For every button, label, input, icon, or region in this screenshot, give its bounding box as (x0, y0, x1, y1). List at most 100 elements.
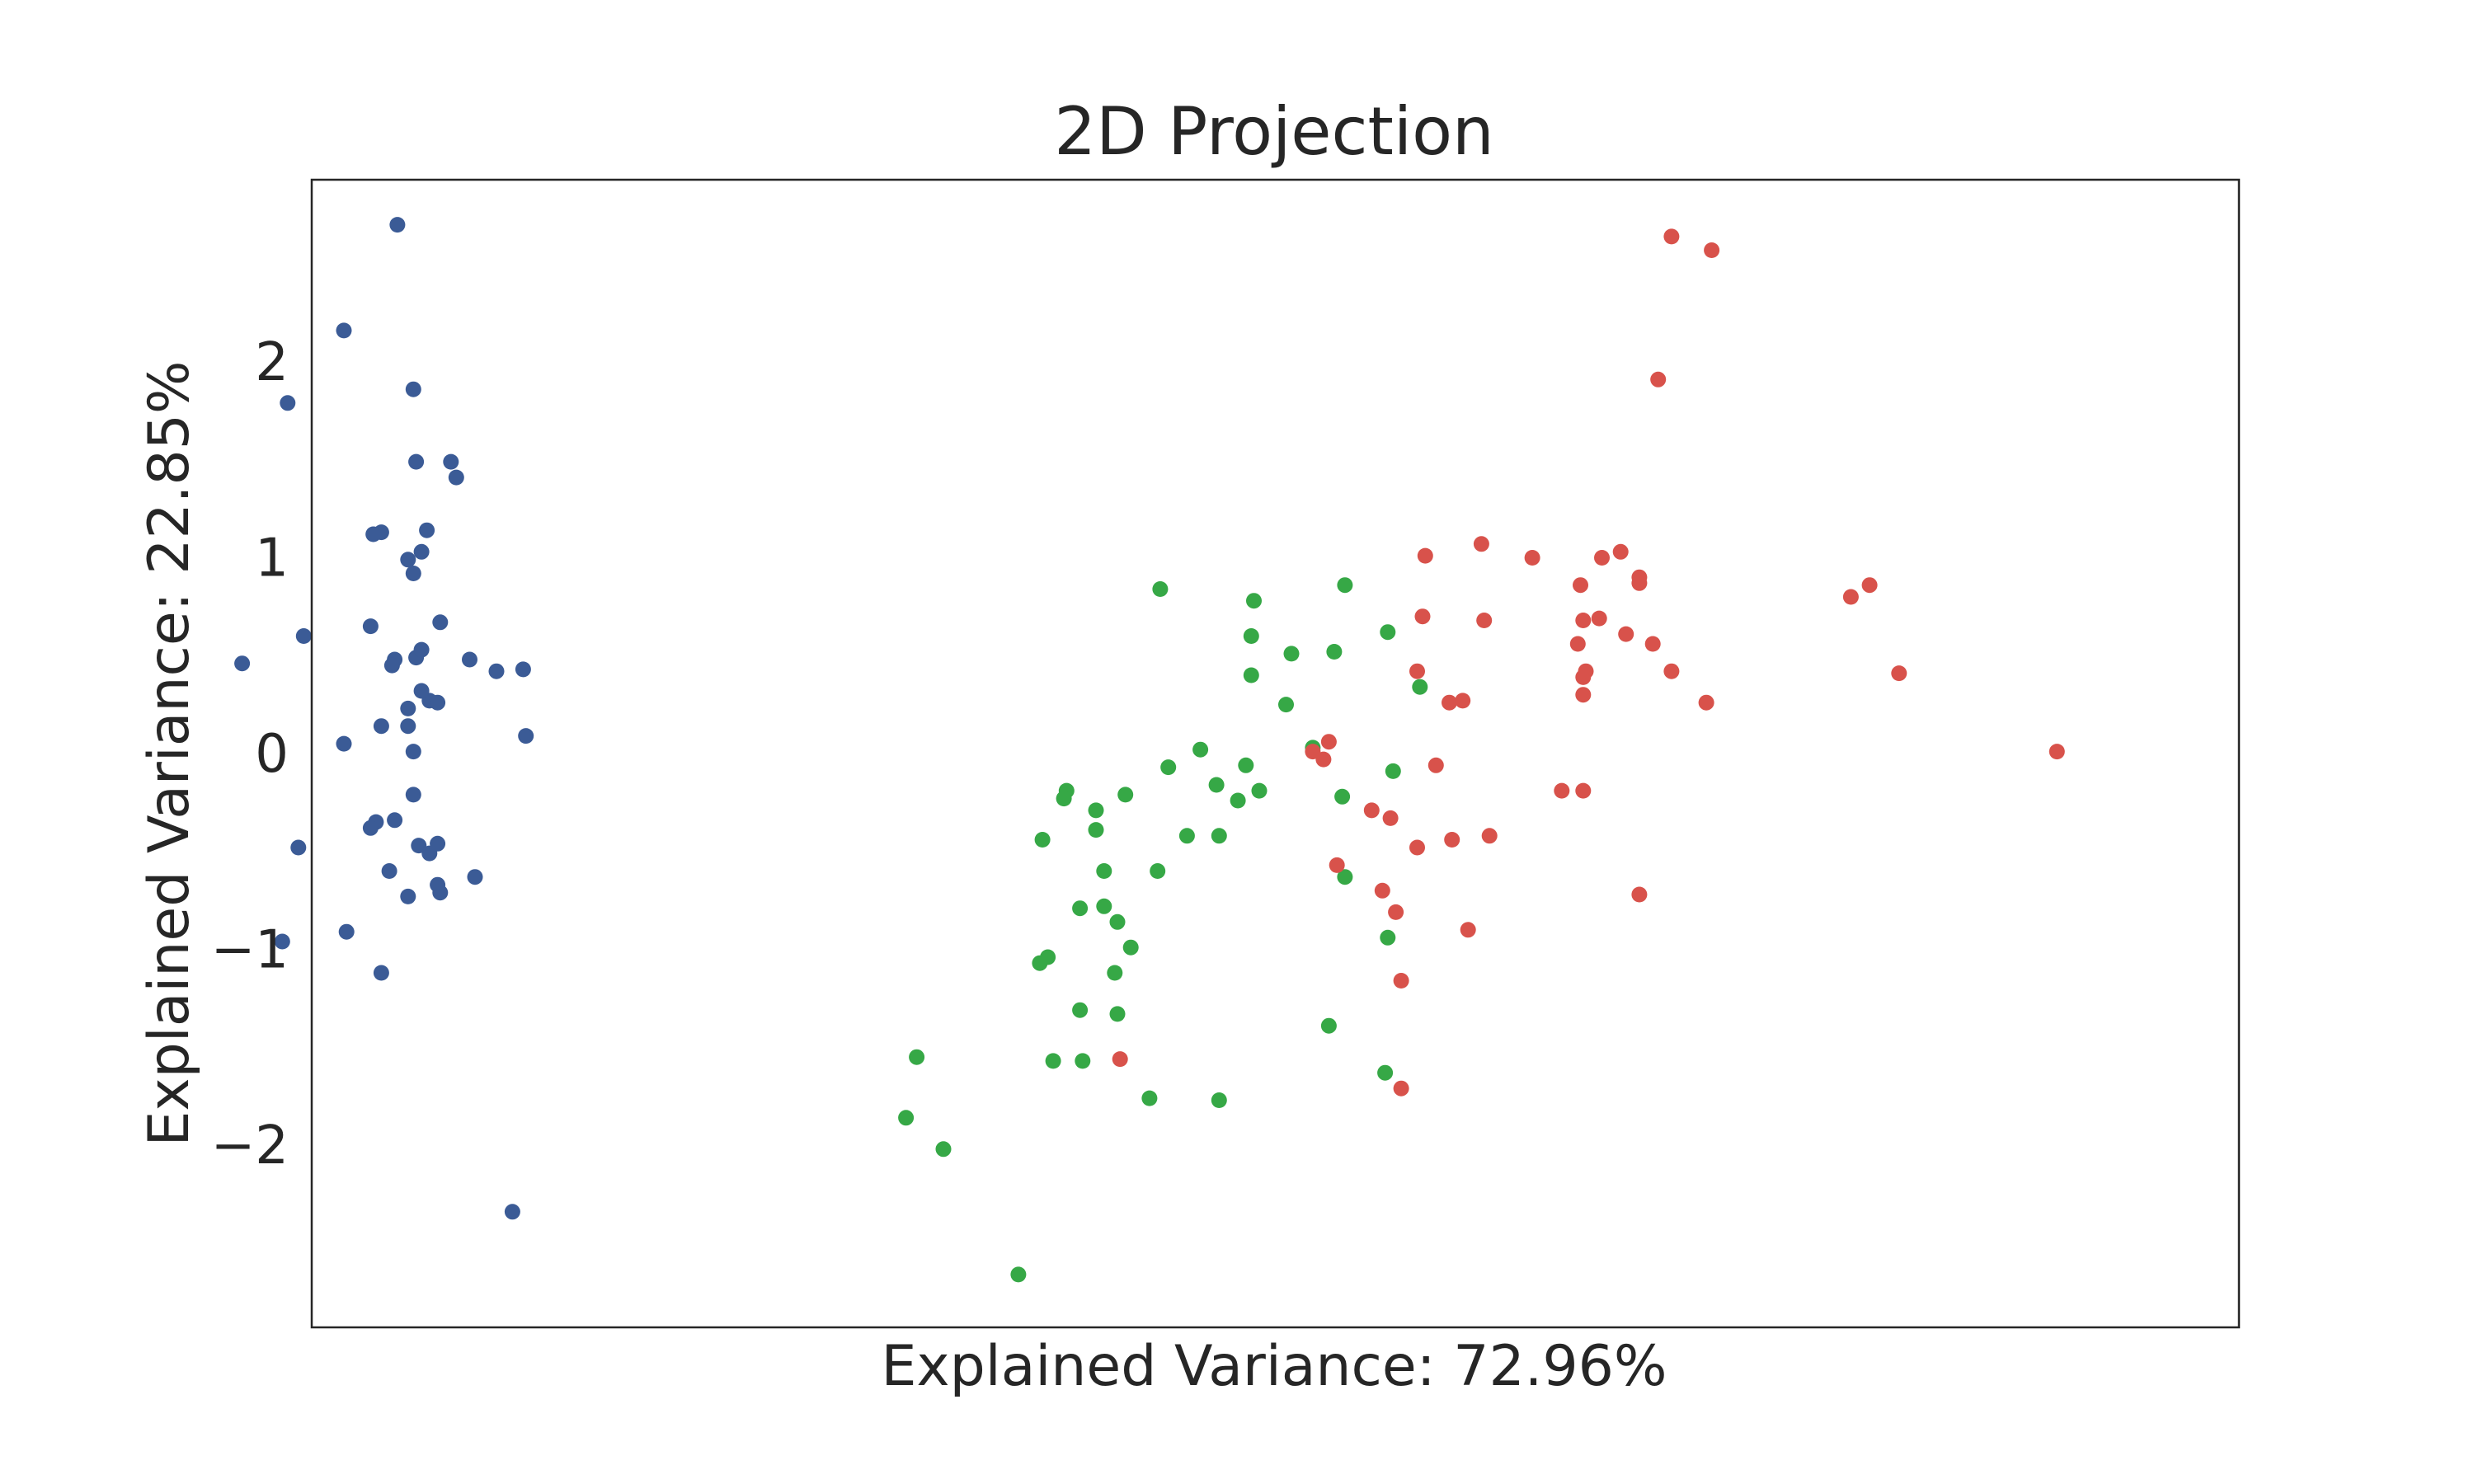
scatter-point-series-1-9 (1278, 697, 1294, 713)
scatter-point-series-0-48 (373, 965, 389, 981)
scatter-point-series-2-23 (1578, 663, 1594, 679)
scatter-point-series-1-39 (1320, 1017, 1337, 1034)
scatter-point-series-0-41 (381, 863, 397, 879)
scatter-point-series-2-36 (1363, 802, 1380, 819)
scatter-point-series-2-10 (1573, 577, 1588, 594)
scatter-point-series-1-12 (1238, 757, 1254, 773)
scatter-point-series-1-25 (1211, 828, 1227, 844)
scatter-point-series-2-24 (1409, 663, 1425, 679)
scatter-point-series-2-27 (1455, 693, 1471, 709)
scatter-point-series-2-5 (1524, 550, 1540, 566)
scatter-point-series-0-4 (448, 469, 464, 486)
scatter-point-series-0-14 (295, 628, 312, 644)
scatter-point-series-0-12 (405, 566, 421, 581)
scatter-point-series-1-20 (1088, 802, 1104, 819)
scatter-point-series-2-12 (1842, 589, 1859, 605)
y-tick-label: 1 (255, 528, 289, 589)
scatter-point-series-1-32 (1109, 913, 1126, 930)
scatter-point-series-2-42 (1374, 882, 1390, 899)
scatter-point-series-0-45 (467, 869, 483, 885)
scatter-point-series-2-2 (1650, 371, 1667, 387)
scatter-point-series-1-3 (1243, 667, 1259, 683)
scatter-point-series-1-7 (1380, 624, 1396, 641)
scatter-point-series-0-33 (405, 787, 421, 803)
scatter-point-series-0-15 (362, 618, 379, 635)
scatter-point-series-1-47 (1211, 1092, 1227, 1108)
scatter-point-series-1-8 (1412, 679, 1428, 695)
scatter-point-series-2-45 (1631, 886, 1648, 903)
scatter-point-series-2-38 (1409, 839, 1425, 856)
scatter-point-series-2-37 (1382, 810, 1399, 826)
scatter-point-series-0-43 (432, 885, 449, 901)
scatter-point-series-2-7 (1612, 543, 1629, 560)
scatter-point-series-2-14 (1591, 610, 1607, 627)
scatter-point-series-1-43 (909, 1049, 925, 1065)
scatter-point-series-2-21 (1891, 665, 1907, 682)
scatter-point-series-0-36 (362, 819, 379, 836)
scatter-point-series-1-14 (1208, 777, 1225, 793)
scatter-point-series-1-37 (1072, 1002, 1089, 1018)
scatter-point-series-0-3 (405, 381, 421, 397)
scatter-point-series-2-32 (1315, 751, 1332, 768)
scatter-point-series-0-40 (430, 835, 446, 852)
scatter-point-series-0-47 (338, 923, 355, 940)
scatter-point-series-1-44 (898, 1110, 915, 1126)
scatter-point-series-1-45 (935, 1141, 952, 1158)
scatter-point-series-0-23 (515, 661, 531, 678)
scatter-point-series-0-44 (400, 888, 416, 904)
scatter-point-series-2-48 (1393, 1080, 1409, 1097)
scatter-point-series-0-0 (389, 217, 406, 233)
scatter-point-series-1-6 (1337, 577, 1353, 594)
scatter-point-series-2-43 (1388, 904, 1404, 920)
scatter-point-series-0-6 (443, 453, 459, 470)
scatter-point-series-2-0 (1663, 228, 1680, 245)
scatter-point-series-1-33 (1122, 939, 1139, 956)
scatter-point-series-1-27 (1334, 788, 1351, 805)
scatter-point-series-1-36 (1107, 965, 1123, 981)
scatter-point-series-1-13 (1160, 759, 1177, 776)
scatter-point-series-2-40 (1481, 828, 1498, 844)
scatter-point-series-0-9 (365, 526, 382, 542)
scatter-point-series-0-46 (274, 933, 290, 950)
scatter-point-series-2-34 (1554, 782, 1570, 799)
scatter-point-series-2-33 (1427, 757, 1444, 773)
scatter-point-series-1-16 (1230, 792, 1246, 809)
scatter-point-series-1-24 (1178, 828, 1195, 844)
scatter-point-series-2-47 (1112, 1051, 1128, 1068)
plot-frame (310, 178, 2241, 1329)
scatter-point-series-0-30 (336, 735, 352, 752)
scatter-point-series-1-1 (1246, 593, 1262, 609)
scatter-point-series-0-20 (432, 614, 449, 631)
scatter-point-series-2-28 (1698, 694, 1714, 711)
scatter-point-series-0-19 (413, 641, 430, 658)
scatter-point-series-1-28 (1385, 763, 1401, 779)
scatter-point-series-0-22 (488, 663, 505, 679)
scatter-point-series-1-40 (1380, 929, 1396, 946)
scatter-point-series-1-42 (1075, 1053, 1091, 1069)
scatter-point-series-1-26 (1034, 832, 1051, 848)
scatter-point-series-1-41 (1045, 1053, 1061, 1069)
scatter-point-series-1-38 (1109, 1006, 1126, 1022)
scatter-point-series-1-2 (1243, 628, 1259, 644)
scatter-point-series-0-37 (290, 839, 307, 856)
scatter-point-series-2-16 (1476, 613, 1493, 628)
scatter-point-series-2-4 (1417, 547, 1433, 564)
scatter-point-series-2-41 (1329, 857, 1345, 873)
y-tick-label: 0 (255, 724, 289, 785)
scatter-point-series-2-15 (1414, 608, 1431, 625)
scatter-point-series-2-20 (1663, 663, 1680, 679)
y-axis-ticks: 2 1 0 −1 −2 (211, 332, 289, 1176)
scatter-point-series-0-1 (336, 322, 352, 339)
points-layer (234, 217, 2065, 1283)
scatter-point-series-0-17 (383, 657, 400, 674)
scatter-point-series-1-48 (1377, 1064, 1394, 1081)
scatter-point-series-2-39 (1444, 832, 1460, 848)
scatter-point-series-2-17 (1569, 636, 1586, 652)
scatter-point-series-1-11 (1192, 741, 1209, 758)
scatter-point-series-0-21 (462, 651, 477, 668)
scatter-point-series-2-11 (1861, 577, 1878, 594)
scatter-point-series-1-15 (1251, 782, 1268, 799)
scatter-point-series-0-5 (408, 453, 425, 470)
scatter-point-series-0-11 (400, 552, 416, 568)
